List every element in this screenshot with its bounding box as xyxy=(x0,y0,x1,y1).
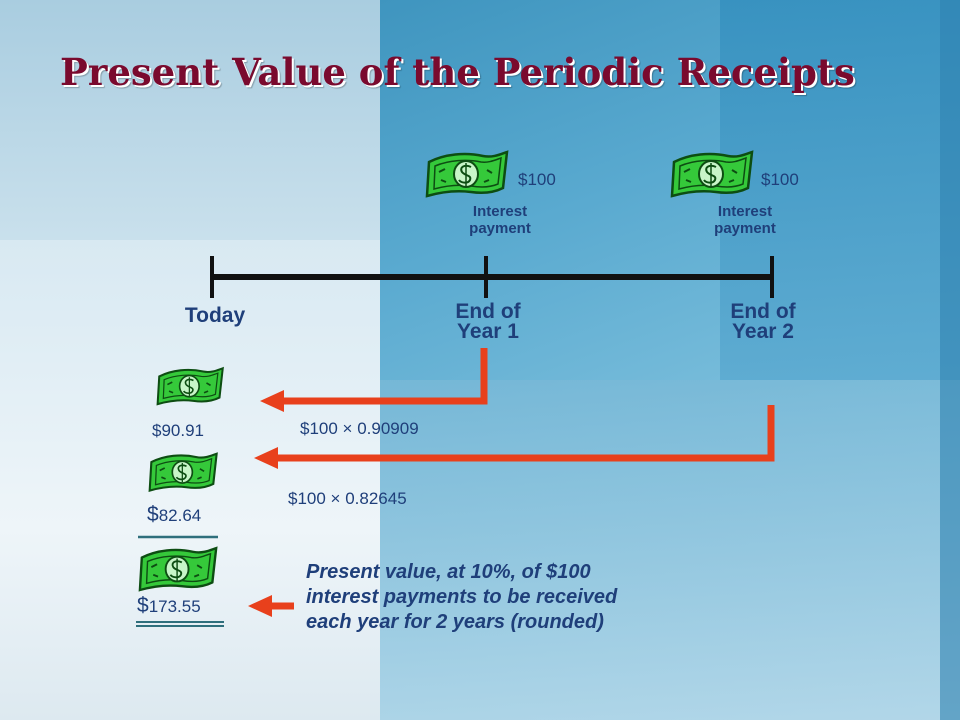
payment-amount-year1: $100 xyxy=(518,170,556,189)
background-panel xyxy=(0,0,380,240)
present-value-amount: 82.64 xyxy=(158,506,202,525)
payment-amount-year2: $100 xyxy=(761,170,799,189)
money-bill-icon xyxy=(148,452,218,492)
slide-title: Present Value of the Periodic Receipts xyxy=(60,50,855,94)
background-panel xyxy=(720,0,960,380)
present-value-year2: $82.64 xyxy=(147,503,201,527)
payment-label-line1: Interest xyxy=(717,203,773,220)
currency-symbol: $ xyxy=(147,503,159,526)
present-value-amount: 90.91 xyxy=(161,421,205,440)
money-bill-icon xyxy=(670,150,754,198)
payment-label-year1: Interest payment xyxy=(440,203,560,237)
discount-arrow-year1 xyxy=(260,348,488,412)
explanation-note: Present value, at 10%, of $100 interest … xyxy=(306,560,617,635)
note-line: interest payments to be received xyxy=(306,586,618,608)
timeline-label-line1: End of xyxy=(455,300,521,323)
discount-calc-year2: $100 × 0.82645 xyxy=(288,489,407,508)
payment-label-year2: Interest payment xyxy=(685,203,805,237)
timeline-label-year1: End of Year 1 xyxy=(418,300,558,343)
timeline-label-line1: End of xyxy=(730,300,796,323)
present-value-amount: 173.55 xyxy=(148,597,201,616)
currency-symbol: $ xyxy=(152,421,162,440)
timeline-label-year2: End of Year 2 xyxy=(693,300,833,343)
note-line: Present value, at 10%, of $100 xyxy=(306,561,591,583)
money-bill-icon xyxy=(425,150,509,198)
note-line: each year for 2 years (rounded) xyxy=(306,611,604,633)
money-bill-icon xyxy=(138,546,218,592)
discount-calc-year1: $100 × 0.90909 xyxy=(300,419,419,438)
payment-label-line2: payment xyxy=(469,220,531,237)
money-bill-icon xyxy=(156,367,224,406)
currency-symbol: $ xyxy=(137,594,149,617)
discount-arrow-year2 xyxy=(254,405,775,469)
present-value-total: $173.55 xyxy=(137,594,201,618)
background-panel xyxy=(380,380,960,720)
total-arrow xyxy=(248,595,294,617)
present-value-year1: $90.91 xyxy=(152,421,204,441)
timeline-label-line2: Year 1 xyxy=(457,320,519,343)
payment-label-line2: payment xyxy=(714,220,776,237)
timeline-label-line2: Year 2 xyxy=(732,320,794,343)
background-strip xyxy=(940,0,960,720)
timeline-label-today: Today xyxy=(184,304,246,327)
payment-label-line1: Interest xyxy=(472,203,528,220)
